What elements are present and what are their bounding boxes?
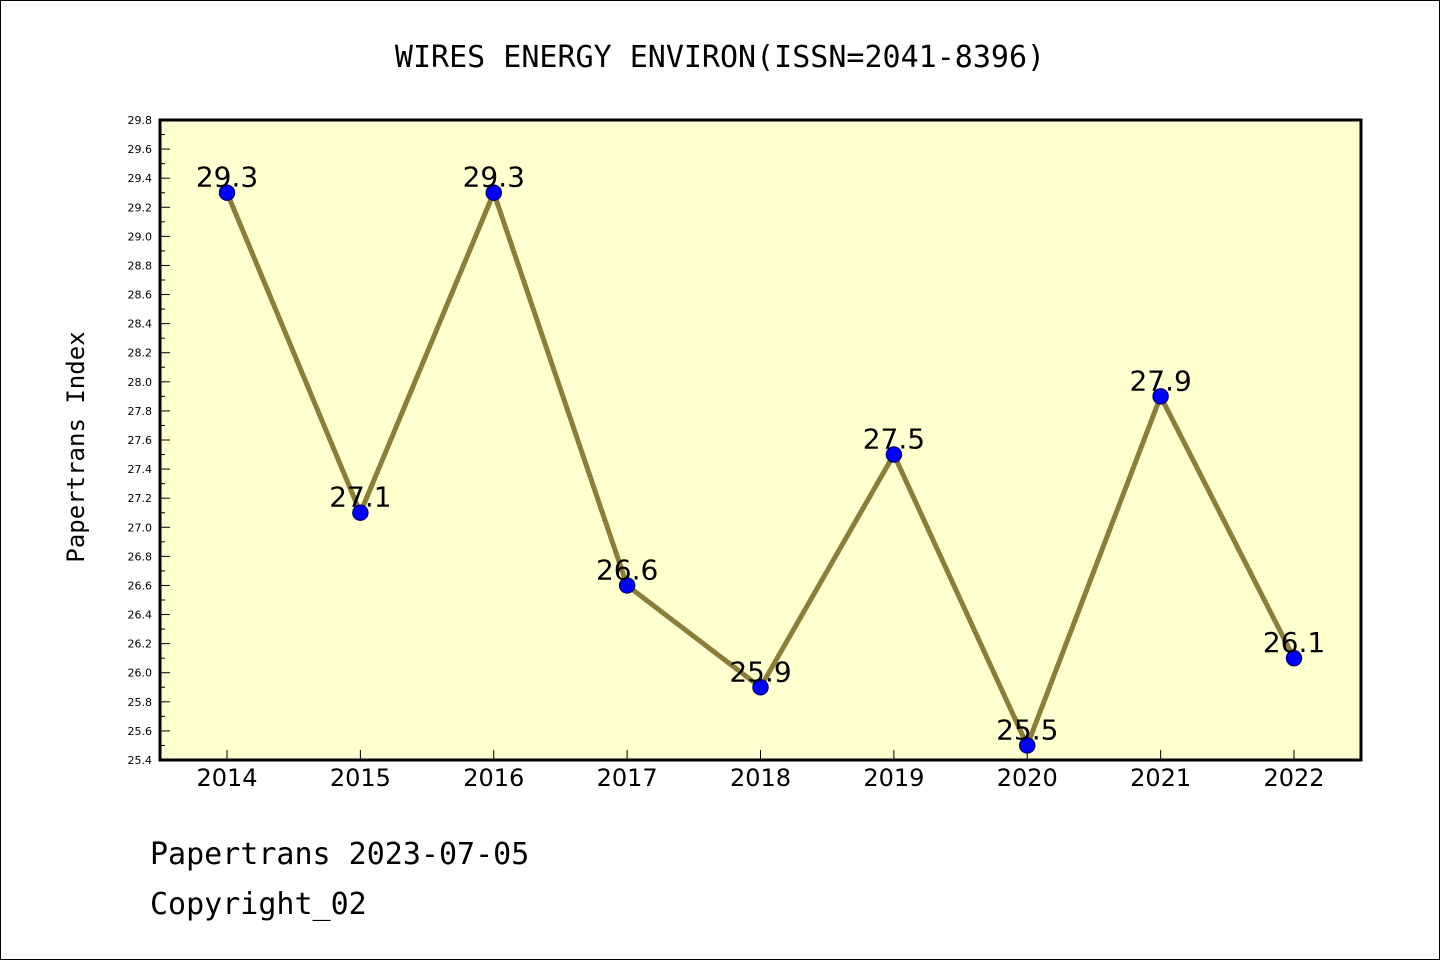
y-axis: 25.4 25.6 25.8 26.0 26.2 26.4 26.6 26.8 27.0 27.2… xyxy=(128,114,170,767)
y-tick-label: 28.0 xyxy=(128,376,153,389)
y-tick-label: 29.4 xyxy=(128,172,153,185)
data-label: 27.5 xyxy=(863,423,925,456)
y-tick-label: 27.4 xyxy=(128,463,153,476)
data-point xyxy=(485,184,502,201)
y-tick-label: 29.2 xyxy=(128,201,153,214)
y-tick-label: 28.2 xyxy=(128,347,153,360)
y-tick-label: 27.2 xyxy=(128,492,153,505)
y-tick-label: 28.8 xyxy=(128,259,153,272)
footer-date-text: Papertrans 2023-07-05 xyxy=(150,837,529,872)
data-label: 29.3 xyxy=(196,161,258,194)
data-label: 29.3 xyxy=(463,161,525,194)
data-label: 26.1 xyxy=(1263,626,1325,659)
data-point xyxy=(352,504,369,521)
data-point xyxy=(1152,388,1169,405)
data-label: 25.5 xyxy=(996,713,1058,746)
y-tick-label: 25.8 xyxy=(128,696,153,709)
x-tick-label: 2015 xyxy=(330,764,391,792)
series-group xyxy=(218,184,1303,754)
y-tick-label: 26.4 xyxy=(128,609,153,622)
data-label: 25.9 xyxy=(729,655,791,688)
y-tick-label: 29.8 xyxy=(128,114,153,127)
y-tick-label: 27.6 xyxy=(128,434,153,447)
x-tick-label: 2014 xyxy=(196,764,257,792)
y-tick-label: 26.2 xyxy=(128,638,153,651)
y-tick-label: 25.6 xyxy=(128,725,153,738)
x-tick-label: 2020 xyxy=(997,764,1058,792)
y-tick-label: 29.0 xyxy=(128,230,153,243)
data-point xyxy=(1019,737,1036,754)
y-tick-label: 26.8 xyxy=(128,550,153,563)
data-label: 27.1 xyxy=(329,481,391,514)
chart-title: WIRES ENERGY ENVIRON(ISSN=2041-8396) xyxy=(395,40,1045,75)
y-tick-label: 25.4 xyxy=(128,754,153,767)
x-tick-label: 2021 xyxy=(1130,764,1191,792)
data-label: 26.6 xyxy=(596,553,658,586)
y-tick-label: 27.0 xyxy=(128,521,153,534)
x-tick-label: 2016 xyxy=(463,764,524,792)
x-tick-label: 2019 xyxy=(863,764,924,792)
plot-area xyxy=(158,118,1363,762)
y-tick-label: 28.6 xyxy=(128,289,153,302)
y-axis-label: Papertrans Index xyxy=(62,331,90,562)
y-tick-label: 26.0 xyxy=(128,667,153,680)
y-tick-label: 27.8 xyxy=(128,405,153,418)
data-point xyxy=(618,577,636,594)
footer-copyright-text: Copyright_02 xyxy=(150,887,367,922)
x-axis: 2014 2015 2016 2017 2018 2019 2020 2021 2022 xyxy=(196,750,1325,792)
data-point xyxy=(885,446,903,463)
data-point xyxy=(1285,649,1303,667)
x-tick-label: 2018 xyxy=(730,764,791,792)
data-point xyxy=(218,184,236,201)
data-label: 27.9 xyxy=(1129,364,1191,397)
x-tick-label: 2022 xyxy=(1263,764,1324,792)
data-point xyxy=(752,679,769,696)
y-tick-label: 28.4 xyxy=(128,318,153,331)
y-tick-label: 26.6 xyxy=(128,579,153,592)
y-tick-label: 29.6 xyxy=(128,143,153,156)
data-label-group: 29.3 27.1 29.3 26.6 25.9 27.5 25.5 27.9 26.1 xyxy=(196,161,1325,747)
x-tick-label: 2017 xyxy=(597,764,658,792)
